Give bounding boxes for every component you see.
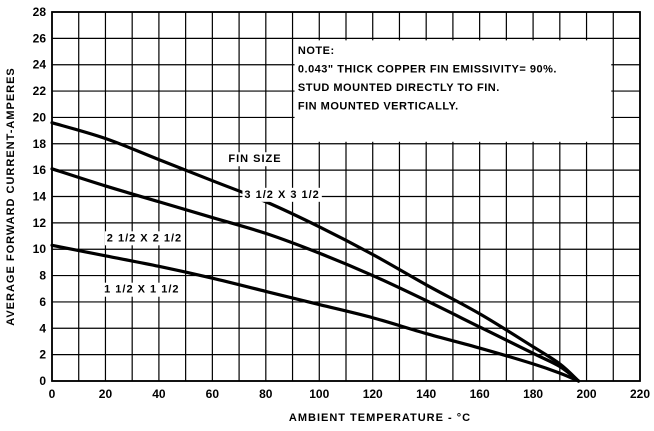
note-line-1: NOTE: bbox=[298, 45, 335, 57]
y-tick-label: 10 bbox=[33, 242, 47, 256]
tick-labels: 0 20 40 60 80 100 120 140 160 180 200 2200246810121… bbox=[33, 5, 651, 401]
x-tick-label: 40 bbox=[152, 387, 166, 401]
legend-title: FIN SIZE bbox=[228, 153, 281, 165]
y-axis-title: AVERAGE FORWARD CURRENT-AMPERES bbox=[5, 67, 17, 326]
x-tick-label: 160 bbox=[470, 387, 490, 401]
series-label-1-1-2: 1 1/2 X 1 1/2 bbox=[104, 284, 179, 296]
x-tick-label: 0 bbox=[49, 387, 56, 401]
series-label-background-2 bbox=[104, 231, 185, 246]
x-tick-label: 220 bbox=[630, 387, 650, 401]
series-label-background-3 bbox=[102, 282, 182, 297]
x-tick-label: 20 bbox=[99, 387, 113, 401]
series-label-2-1-2: 2 1/2 X 2 1/2 bbox=[107, 232, 182, 244]
x-tick-label: 100 bbox=[309, 387, 329, 401]
note-line-3: STUD MOUNTED DIRECTLY TO FIN. bbox=[298, 82, 500, 94]
x-axis-title: AMBIENT TEMPERATURE - °C bbox=[289, 412, 471, 424]
y-tick-label: 14 bbox=[33, 190, 47, 204]
x-tick-label: 60 bbox=[206, 387, 220, 401]
x-tick-label: 80 bbox=[259, 387, 273, 401]
series-line-1 bbox=[50, 121, 581, 383]
legend-title-background bbox=[226, 152, 284, 167]
y-tick-label: 6 bbox=[39, 295, 46, 309]
series-curves bbox=[50, 121, 581, 383]
y-tick-label: 8 bbox=[39, 269, 46, 283]
y-tick-label: 22 bbox=[33, 84, 47, 98]
note-line-4: FIN MOUNTED VERTICALLY. bbox=[298, 101, 459, 113]
y-tick-label: 12 bbox=[33, 216, 47, 230]
y-tick-label: 18 bbox=[33, 137, 47, 151]
series-label-3-1-2: 3 1/2 X 3 1/2 bbox=[244, 189, 319, 201]
y-tick-label: 20 bbox=[33, 110, 47, 124]
series-line-2 bbox=[50, 167, 581, 383]
x-tick-label: 180 bbox=[523, 387, 543, 401]
series-label-background-1 bbox=[242, 187, 322, 202]
y-tick-label: 26 bbox=[33, 31, 47, 45]
y-tick-label: 28 bbox=[33, 5, 47, 19]
x-tick-label: 200 bbox=[577, 387, 597, 401]
note-box bbox=[294, 40, 612, 142]
note-line-2: 0.043" THICK COPPER FIN EMISSIVITY= 90%. bbox=[298, 64, 557, 76]
y-tick-label: 16 bbox=[33, 163, 47, 177]
plot-frame bbox=[51, 11, 641, 382]
y-tick-label: 2 bbox=[39, 348, 46, 362]
y-tick-label: 24 bbox=[33, 58, 47, 72]
series-line-3 bbox=[50, 243, 581, 383]
x-tick-label: 120 bbox=[363, 387, 383, 401]
x-tick-label: 140 bbox=[416, 387, 436, 401]
y-tick-label: 0 bbox=[39, 374, 46, 388]
y-tick-label: 4 bbox=[39, 321, 46, 335]
